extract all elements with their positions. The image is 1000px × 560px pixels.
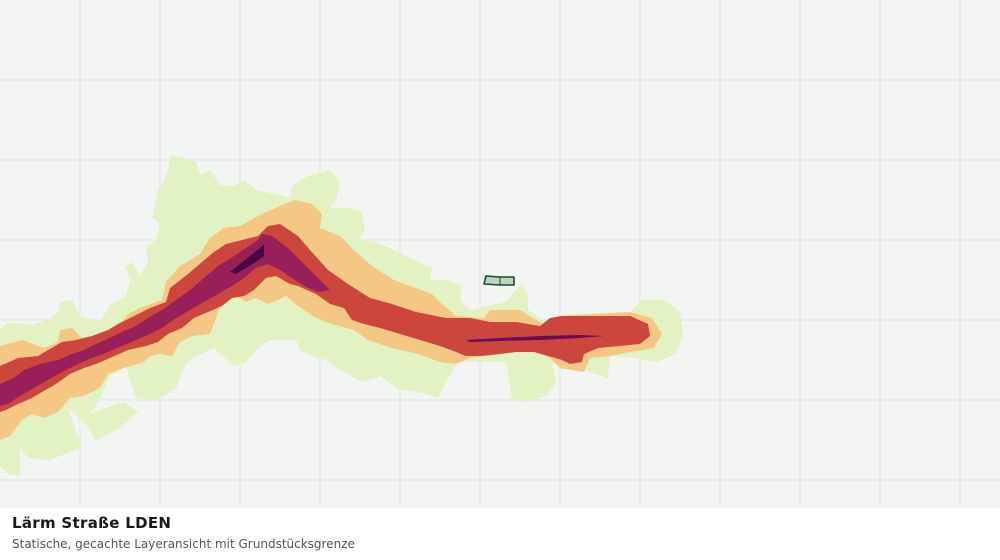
layer-title: Lärm Straße LDEN xyxy=(12,514,172,532)
noise-band-3 xyxy=(0,224,650,412)
map-caption: Lärm Straße LDEN Statische, gecachte Lay… xyxy=(0,508,1000,560)
parcel-boundary[interactable] xyxy=(483,275,515,286)
map-grid xyxy=(0,0,1000,508)
map-view[interactable] xyxy=(0,0,1000,508)
noise-band-2 xyxy=(0,200,662,440)
noise-band-5 xyxy=(230,244,264,274)
noise-map-layer xyxy=(0,0,1000,508)
layer-subtitle: Statische, gecachte Layeransicht mit Gru… xyxy=(12,537,355,551)
noise-band-4 xyxy=(0,234,330,406)
noise-band-4-east xyxy=(466,335,604,342)
